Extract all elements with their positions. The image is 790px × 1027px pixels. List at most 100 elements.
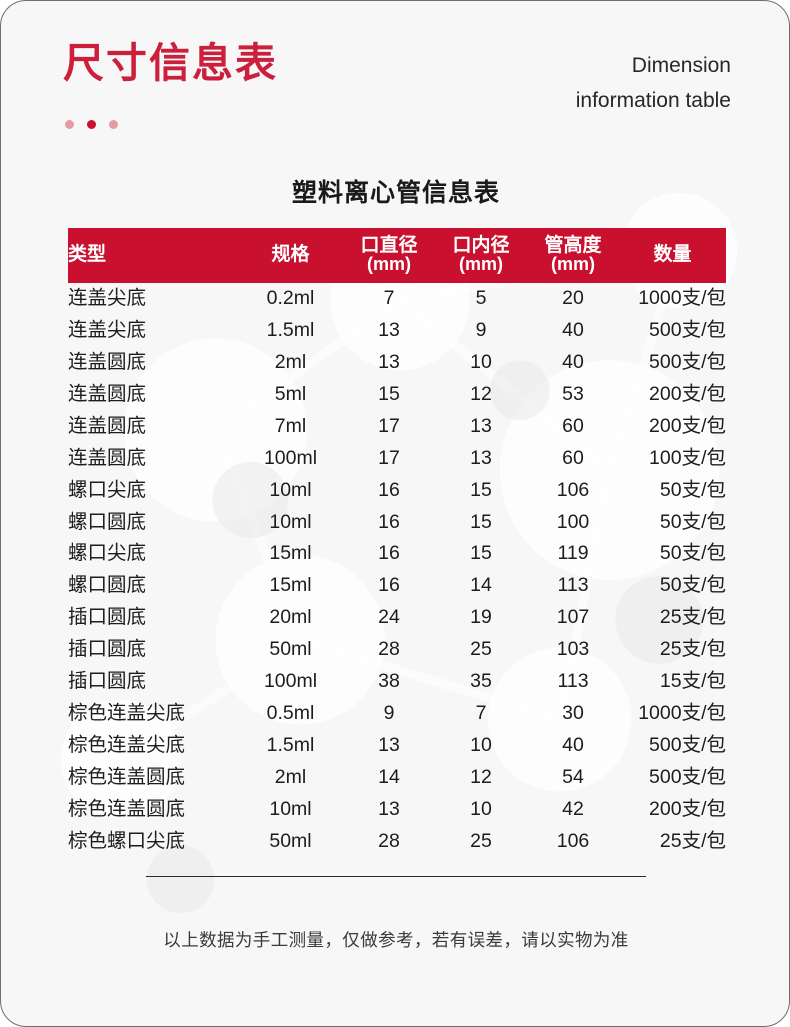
column-header-outer-diameter-unit: (mm) bbox=[367, 254, 411, 275]
column-header-quantity-label: 数量 bbox=[653, 244, 692, 266]
cell-tube-height: 30 bbox=[562, 702, 584, 725]
cell-inner-diameter: 19 bbox=[470, 606, 492, 629]
column-header-spec: 规格 bbox=[238, 228, 343, 283]
table-row: 插口圆底 100ml 38 35 113 15支/包 bbox=[68, 666, 726, 698]
cell-inner-diameter: 15 bbox=[470, 478, 492, 501]
table-row: 插口圆底 50ml 28 25 103 25支/包 bbox=[68, 634, 726, 666]
column-header-inner-diameter-unit: (mm) bbox=[459, 254, 503, 275]
cell-inner-diameter: 25 bbox=[470, 829, 492, 852]
cell-quantity: 50支/包 bbox=[659, 574, 726, 597]
cell-quantity: 15支/包 bbox=[659, 670, 726, 693]
cell-type: 棕色连盖圆底 bbox=[68, 765, 186, 788]
column-header-type: 类型 bbox=[68, 228, 238, 283]
cell-inner-diameter: 35 bbox=[470, 670, 492, 693]
page-header: 尺寸信息表 Dimension information table bbox=[1, 1, 789, 161]
cell-quantity: 500支/包 bbox=[649, 733, 726, 756]
table-row: 棕色连盖尖底 1.5ml 13 10 40 500支/包 bbox=[68, 729, 726, 761]
table-row: 螺口圆底 15ml 16 14 113 50支/包 bbox=[68, 570, 726, 602]
cell-tube-height: 106 bbox=[556, 478, 590, 501]
decorative-dots bbox=[65, 120, 118, 129]
table-row: 连盖圆底 2ml 13 10 40 500支/包 bbox=[68, 347, 726, 379]
subtitle-line-1: Dimension bbox=[631, 54, 731, 77]
cell-type: 连盖圆底 bbox=[68, 414, 147, 437]
table-body: 连盖尖底 0.2ml 7 5 20 1000支/包 连盖尖底 1.5ml 13 9 40 500支/包… bbox=[68, 283, 726, 857]
table-row: 棕色连盖圆底 10ml 13 10 42 200支/包 bbox=[68, 793, 726, 825]
cell-quantity: 50支/包 bbox=[659, 478, 726, 501]
cell-inner-diameter: 9 bbox=[475, 319, 487, 342]
page-title: 尺寸信息表 bbox=[63, 40, 278, 86]
cell-outer-diameter: 28 bbox=[378, 829, 400, 852]
cell-outer-diameter: 13 bbox=[378, 319, 400, 342]
cell-spec: 20ml bbox=[269, 606, 312, 629]
cell-inner-diameter: 5 bbox=[475, 287, 487, 310]
cell-inner-diameter: 10 bbox=[470, 797, 492, 820]
cell-quantity: 500支/包 bbox=[649, 319, 726, 342]
cell-quantity: 50支/包 bbox=[659, 542, 726, 565]
cell-tube-height: 106 bbox=[556, 829, 590, 852]
cell-tube-height: 40 bbox=[562, 733, 584, 756]
cell-outer-diameter: 9 bbox=[383, 702, 395, 725]
dot-left bbox=[65, 120, 74, 129]
cell-spec: 10ml bbox=[269, 797, 312, 820]
cell-inner-diameter: 15 bbox=[470, 510, 492, 533]
cell-quantity: 100支/包 bbox=[649, 446, 726, 469]
cell-type: 螺口尖底 bbox=[68, 542, 147, 565]
cell-spec: 10ml bbox=[269, 478, 312, 501]
cell-type: 插口圆底 bbox=[68, 638, 147, 661]
cell-outer-diameter: 16 bbox=[378, 510, 400, 533]
table-row: 连盖尖底 1.5ml 13 9 40 500支/包 bbox=[68, 315, 726, 347]
cell-quantity: 25支/包 bbox=[659, 829, 726, 852]
dot-right bbox=[109, 120, 118, 129]
table-title: 塑料离心管信息表 bbox=[291, 179, 500, 207]
cell-outer-diameter: 17 bbox=[378, 446, 400, 469]
column-header-type-label: 类型 bbox=[68, 244, 107, 266]
cell-spec: 0.5ml bbox=[266, 702, 315, 725]
cell-tube-height: 113 bbox=[557, 574, 589, 597]
cell-tube-height: 53 bbox=[562, 382, 584, 405]
cell-tube-height: 103 bbox=[556, 638, 590, 661]
cell-inner-diameter: 10 bbox=[470, 733, 492, 756]
table-row: 螺口尖底 15ml 16 15 119 50支/包 bbox=[68, 538, 726, 570]
cell-tube-height: 119 bbox=[557, 542, 589, 565]
column-header-tube-height-unit: (mm) bbox=[551, 254, 595, 275]
page-subtitle-en: Dimension information table bbox=[431, 49, 731, 118]
cell-type: 连盖圆底 bbox=[68, 351, 147, 374]
cell-outer-diameter: 16 bbox=[378, 542, 400, 565]
cell-spec: 7ml bbox=[274, 414, 307, 437]
cell-spec: 50ml bbox=[269, 638, 312, 661]
table-row: 螺口圆底 10ml 16 15 100 50支/包 bbox=[68, 506, 726, 538]
cell-inner-diameter: 12 bbox=[470, 382, 492, 405]
cell-type: 棕色连盖圆底 bbox=[68, 797, 186, 820]
cell-tube-height: 107 bbox=[556, 606, 590, 629]
cell-outer-diameter: 14 bbox=[378, 765, 400, 788]
table-row: 棕色连盖圆底 2ml 14 12 54 500支/包 bbox=[68, 761, 726, 793]
table-header: 类型 规格 口直径 (mm) 口内径 (mm) bbox=[68, 228, 726, 283]
cell-spec: 10ml bbox=[269, 510, 312, 533]
cell-inner-diameter: 10 bbox=[470, 351, 492, 374]
cell-type: 螺口尖底 bbox=[68, 478, 147, 501]
cell-outer-diameter: 16 bbox=[378, 478, 400, 501]
cell-inner-diameter: 25 bbox=[470, 638, 492, 661]
column-header-inner-diameter-label: 口内径 bbox=[452, 235, 510, 256]
cell-quantity: 25支/包 bbox=[659, 606, 726, 629]
cell-spec: 15ml bbox=[269, 574, 312, 597]
cell-spec: 100ml bbox=[263, 446, 318, 469]
cell-tube-height: 40 bbox=[562, 319, 584, 342]
cell-quantity: 200支/包 bbox=[649, 414, 726, 437]
table-container: 类型 规格 口直径 (mm) 口内径 (mm) bbox=[68, 228, 726, 857]
cell-spec: 2ml bbox=[274, 765, 307, 788]
cell-tube-height: 40 bbox=[562, 351, 584, 374]
cell-spec: 1.5ml bbox=[266, 733, 315, 756]
cell-outer-diameter: 13 bbox=[378, 733, 400, 756]
cell-type: 插口圆底 bbox=[68, 606, 147, 629]
cell-outer-diameter: 13 bbox=[378, 797, 400, 820]
centrifuge-tube-table: 类型 规格 口直径 (mm) 口内径 (mm) bbox=[68, 228, 726, 857]
cell-type: 插口圆底 bbox=[68, 670, 147, 693]
cell-type: 连盖圆底 bbox=[68, 446, 147, 469]
cell-outer-diameter: 38 bbox=[378, 670, 400, 693]
cell-inner-diameter: 14 bbox=[470, 574, 492, 597]
cell-type: 连盖尖底 bbox=[68, 287, 147, 310]
cell-outer-diameter: 24 bbox=[378, 606, 400, 629]
table-row: 插口圆底 20ml 24 19 107 25支/包 bbox=[68, 602, 726, 634]
table-row: 连盖尖底 0.2ml 7 5 20 1000支/包 bbox=[68, 283, 726, 315]
